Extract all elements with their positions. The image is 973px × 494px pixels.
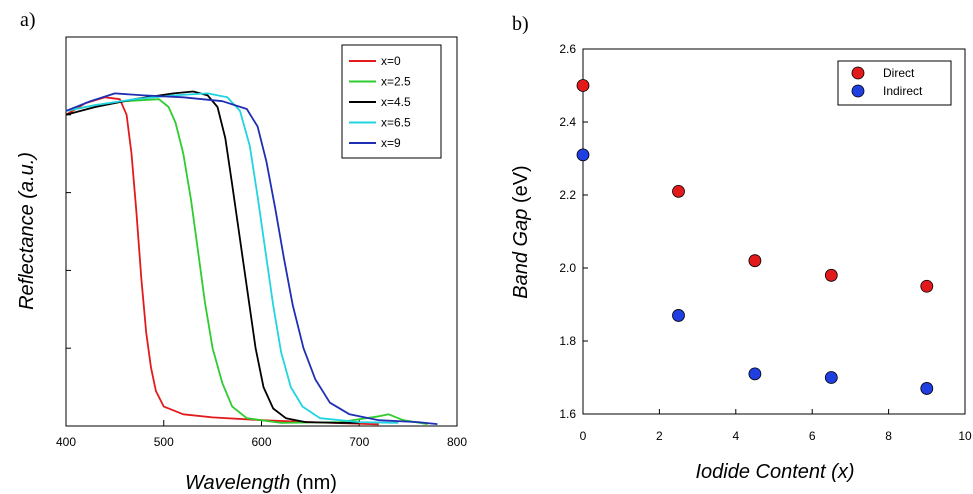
- y-axis-b-title: Band Gap (eV): [510, 165, 532, 298]
- point-direct: [748, 254, 762, 268]
- panel-b-label: b): [512, 13, 529, 35]
- legend-a-label: x=4.5: [381, 95, 411, 109]
- x-axis-a: 400 500 600 700 800: [56, 420, 467, 449]
- point-indirect: [748, 367, 762, 381]
- legend-b: Direct Indirect: [837, 60, 952, 106]
- x-axis-b-title: Iodide Content (x): [696, 461, 855, 483]
- x-tick-label-b: 2: [656, 429, 663, 443]
- point-indirect: [824, 371, 838, 384]
- x-tick-label-a: 500: [154, 435, 174, 449]
- point-direct: [920, 279, 934, 293]
- x-tick-label-b: 0: [580, 429, 587, 443]
- panel-a-label: a): [20, 9, 36, 31]
- point-indirect: [672, 309, 685, 322]
- series-line-x=0: [65, 96, 379, 426]
- y-axis-b: 1.6 1.8 2.0 2.2 2.4 2.6: [559, 42, 588, 421]
- series-points-b: [576, 79, 934, 395]
- y-tick-label-b: 2.4: [559, 115, 576, 129]
- y-tick-label-b: 2.0: [559, 261, 576, 275]
- reflectance-chart: 400 500 600 700 800 x=0 x=2.5 x=4.5 x=6.5 x=9 Wa…: [16, 36, 467, 494]
- x-tick-label-a: 400: [56, 435, 76, 449]
- x-tick-label-b: 4: [732, 429, 739, 443]
- x-tick-label-a: 800: [447, 435, 467, 449]
- legend-a-label: x=0: [381, 54, 401, 68]
- plot-b-frame: [582, 48, 966, 415]
- x-tick-label-a: 600: [251, 435, 271, 449]
- legend-b-marker: [851, 66, 865, 80]
- legend-a: x=0 x=2.5 x=4.5 x=6.5 x=9: [341, 44, 442, 159]
- point-direct: [576, 79, 590, 92]
- y-axis-a-title: Reflectance (a.u.): [16, 152, 38, 310]
- y-tick-label-b: 1.6: [559, 407, 576, 421]
- x-axis-b: 0 2 4 6 8 10: [580, 409, 972, 443]
- legend-a-label: x=9: [381, 136, 401, 150]
- series-line-x=4.5: [65, 90, 360, 424]
- x-tick-label-a: 700: [349, 435, 369, 449]
- x-tick-label-b: 8: [885, 429, 892, 443]
- legend-a-label: x=2.5: [381, 75, 411, 89]
- point-indirect: [920, 382, 934, 395]
- legend-b-label: Direct: [883, 66, 915, 80]
- y-tick-label-b: 2.2: [559, 188, 576, 202]
- legend-a-label: x=6.5: [381, 116, 411, 130]
- legend-b-box: [837, 60, 952, 106]
- series-line-x=2.5: [65, 98, 428, 425]
- legend-b-marker: [851, 84, 865, 98]
- series-line-x=9: [65, 92, 438, 425]
- x-tick-label-b: 6: [809, 429, 816, 443]
- x-tick-label-b: 10: [958, 429, 972, 443]
- y-tick-label-b: 1.8: [559, 334, 576, 348]
- point-indirect: [576, 148, 590, 162]
- x-axis-a-title: Wavelength (nm): [185, 472, 337, 494]
- point-direct: [824, 268, 838, 282]
- y-axis-a: [66, 114, 71, 349]
- point-direct: [672, 184, 685, 198]
- y-tick-label-b: 2.6: [559, 42, 576, 56]
- series-lines-a: [65, 90, 438, 426]
- band-gap-chart: 0 2 4 6 8 10 1.6 1.8 2.0 2.2 2.4 2.6 Direct Indirec…: [510, 42, 972, 483]
- legend-b-label: Indirect: [883, 84, 923, 98]
